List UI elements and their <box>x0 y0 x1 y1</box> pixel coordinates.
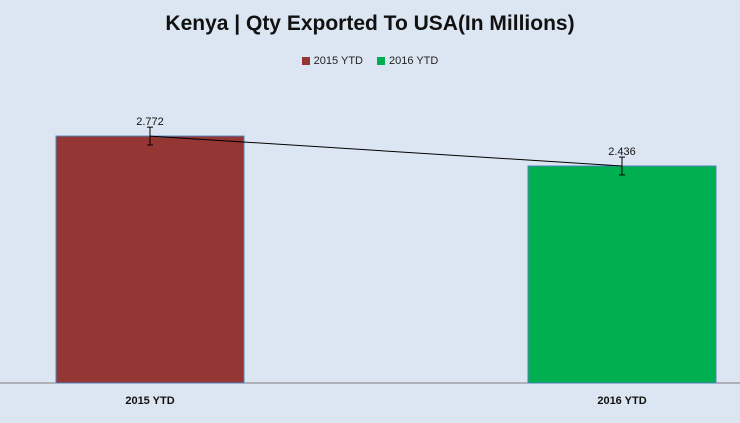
x-tick-label-0: 2015 YTD <box>125 395 174 407</box>
legend-label-2016: 2016 YTD <box>389 55 439 67</box>
data-label-0: 2.772 <box>136 116 164 128</box>
trend-line <box>149 135 623 167</box>
bar-2015-ytd <box>55 135 245 384</box>
data-label-1: 2.436 <box>608 146 636 158</box>
legend-item-2016: 2016 YTD <box>377 55 438 67</box>
chart-title: Kenya | Qty Exported To USA(In Millions) <box>165 12 575 35</box>
legend: 2015 YTD 2016 YTD <box>0 55 740 67</box>
legend-swatch-2015 <box>301 57 310 65</box>
bar-2016-ytd <box>527 165 717 384</box>
legend-label-2015: 2015 YTD <box>313 55 363 67</box>
x-tick-label-1: 2016 YTD <box>597 395 646 407</box>
legend-swatch-2016 <box>377 57 385 65</box>
legend-item-2015: 2015 YTD <box>301 55 363 67</box>
